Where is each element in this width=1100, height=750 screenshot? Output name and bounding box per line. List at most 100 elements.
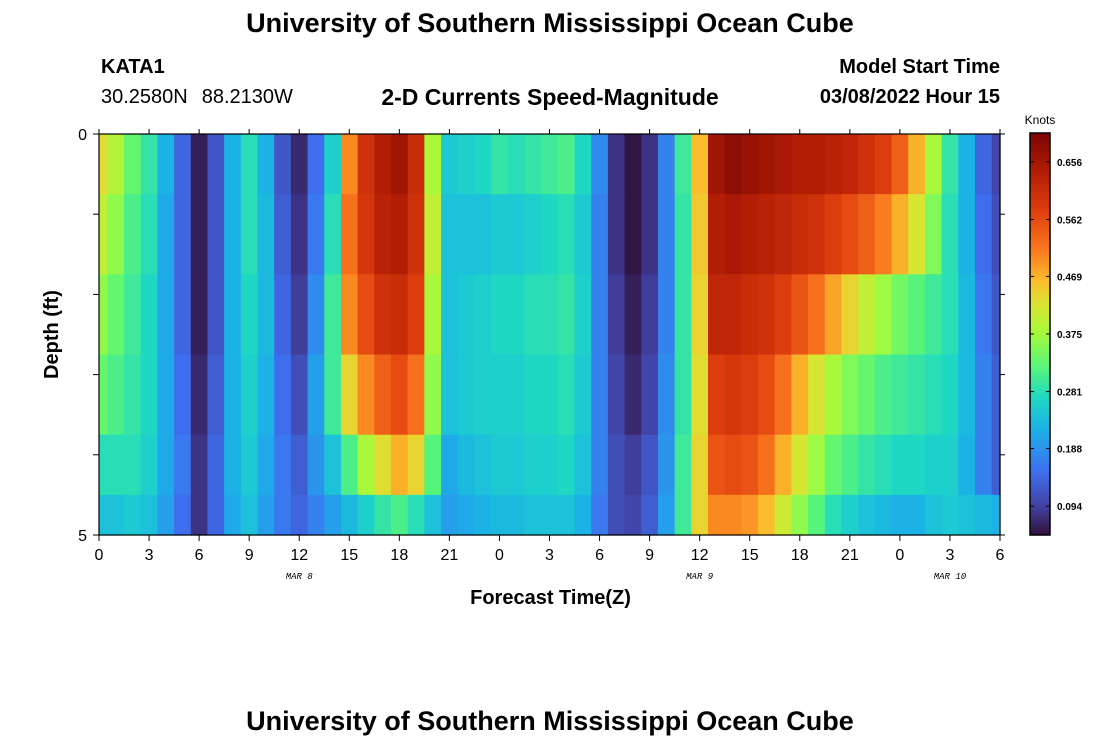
heatmap-cell bbox=[257, 274, 275, 356]
heatmap-cell bbox=[791, 134, 809, 195]
heatmap-cell bbox=[441, 434, 459, 496]
heatmap-cell bbox=[791, 434, 809, 496]
heatmap-cell bbox=[357, 134, 375, 195]
colorbar-tick-label: 0.656 bbox=[1057, 158, 1082, 169]
heatmap-cell bbox=[474, 354, 492, 436]
heatmap-cell bbox=[791, 354, 809, 436]
heatmap-cell bbox=[157, 354, 175, 436]
heatmap-cell bbox=[274, 134, 292, 195]
x-tick-label: 12 bbox=[691, 547, 709, 564]
heatmap-cell bbox=[641, 494, 659, 536]
heatmap-cell bbox=[424, 194, 442, 275]
colorbar-tick-label: 0.281 bbox=[1057, 388, 1082, 399]
heatmap-cell bbox=[441, 274, 459, 356]
heatmap-cell bbox=[541, 434, 559, 496]
heatmap-cell bbox=[741, 194, 759, 275]
heatmap-cell bbox=[290, 494, 309, 536]
heatmap-cell bbox=[207, 194, 225, 275]
heatmap-cell bbox=[357, 354, 375, 436]
heatmap-cell bbox=[157, 134, 175, 195]
x-tick-label: 6 bbox=[996, 547, 1005, 564]
heatmap-cell bbox=[758, 194, 776, 275]
heatmap-cell bbox=[240, 194, 259, 275]
heatmap-cell bbox=[507, 194, 526, 275]
heatmap-cell bbox=[741, 134, 759, 195]
heatmap-cell bbox=[641, 194, 659, 275]
heatmap-cell bbox=[774, 274, 793, 356]
heatmap-cell bbox=[524, 134, 542, 195]
heatmap-cell bbox=[541, 494, 559, 536]
heatmap-cell bbox=[657, 194, 676, 275]
heatmap-cell bbox=[991, 194, 1001, 275]
heatmap-cell bbox=[974, 134, 993, 195]
heatmap-cell bbox=[758, 134, 776, 195]
heatmap-cell bbox=[257, 134, 275, 195]
heatmap-cell bbox=[424, 354, 442, 436]
station-longitude: 88.2130W bbox=[201, 86, 293, 108]
heatmap-cell bbox=[674, 494, 692, 536]
heatmap-cell bbox=[224, 354, 242, 436]
heatmap-cell bbox=[808, 494, 826, 536]
heatmap-cell bbox=[491, 134, 509, 195]
heatmap-cell bbox=[891, 494, 909, 536]
heatmap-cell bbox=[340, 134, 359, 195]
y-tick-label: 5 bbox=[78, 528, 87, 545]
heatmap-cell bbox=[407, 494, 425, 536]
heatmap-cell bbox=[874, 134, 893, 195]
heatmap-cell bbox=[841, 354, 859, 436]
heatmap-cell bbox=[724, 134, 742, 195]
heatmap-cell bbox=[224, 434, 242, 496]
heatmap-cell bbox=[657, 354, 676, 436]
heatmap-cell bbox=[140, 134, 158, 195]
heatmap-cell bbox=[324, 494, 342, 536]
heatmap-cell bbox=[991, 434, 1001, 496]
heatmap-cell bbox=[724, 494, 742, 536]
heatmap-cell bbox=[624, 134, 642, 195]
heatmap-cell bbox=[174, 494, 192, 536]
heatmap-cell bbox=[457, 274, 476, 356]
heatmap-cell bbox=[924, 354, 943, 436]
x-tick-label: 21 bbox=[440, 547, 458, 564]
heatmap-cell bbox=[390, 494, 409, 536]
heatmap-cell bbox=[924, 434, 943, 496]
heatmap-cell bbox=[274, 274, 292, 356]
heatmap-cell bbox=[424, 134, 442, 195]
colorbar-tick-label: 0.562 bbox=[1057, 215, 1082, 226]
heatmap-cell bbox=[240, 354, 259, 436]
heatmap-cell bbox=[874, 354, 893, 436]
heatmap-cell bbox=[474, 134, 492, 195]
heatmap-cell bbox=[958, 274, 976, 356]
heatmap-cell bbox=[974, 354, 993, 436]
heatmap-cell bbox=[541, 274, 559, 356]
heatmap-cell bbox=[507, 274, 526, 356]
heatmap-cell bbox=[741, 354, 759, 436]
heatmap-cell bbox=[941, 434, 959, 496]
x-tick-label: 9 bbox=[245, 547, 254, 564]
heatmap-cell bbox=[357, 494, 375, 536]
heatmap-cell bbox=[240, 434, 259, 496]
heatmap-cell bbox=[574, 434, 592, 496]
heatmap-cell bbox=[307, 134, 325, 195]
heatmap-cell bbox=[99, 494, 108, 536]
heatmap-cell bbox=[774, 354, 793, 436]
heatmap-cell bbox=[624, 274, 642, 356]
heatmap-cell bbox=[858, 434, 876, 496]
heatmap-cell bbox=[974, 434, 993, 496]
heatmap-cell bbox=[524, 494, 542, 536]
heatmap-cell bbox=[824, 494, 843, 536]
heatmap-cell bbox=[407, 134, 425, 195]
heatmap-cell bbox=[174, 134, 192, 195]
heatmap-cell bbox=[708, 354, 726, 436]
x-tick-label: 15 bbox=[741, 547, 759, 564]
heatmap-cell bbox=[374, 494, 392, 536]
heatmap-cell bbox=[858, 354, 876, 436]
heatmap-cell bbox=[390, 274, 409, 356]
heatmap-cell bbox=[524, 194, 542, 275]
heatmap-cell bbox=[541, 354, 559, 436]
heatmap-cell bbox=[374, 434, 392, 496]
heatmap-cell bbox=[674, 134, 692, 195]
heatmap-cell bbox=[791, 274, 809, 356]
footer-title: University of Southern Mississippi Ocean… bbox=[246, 706, 854, 736]
colorbar-tick-label: 0.375 bbox=[1057, 330, 1082, 341]
heatmap-cell bbox=[808, 274, 826, 356]
